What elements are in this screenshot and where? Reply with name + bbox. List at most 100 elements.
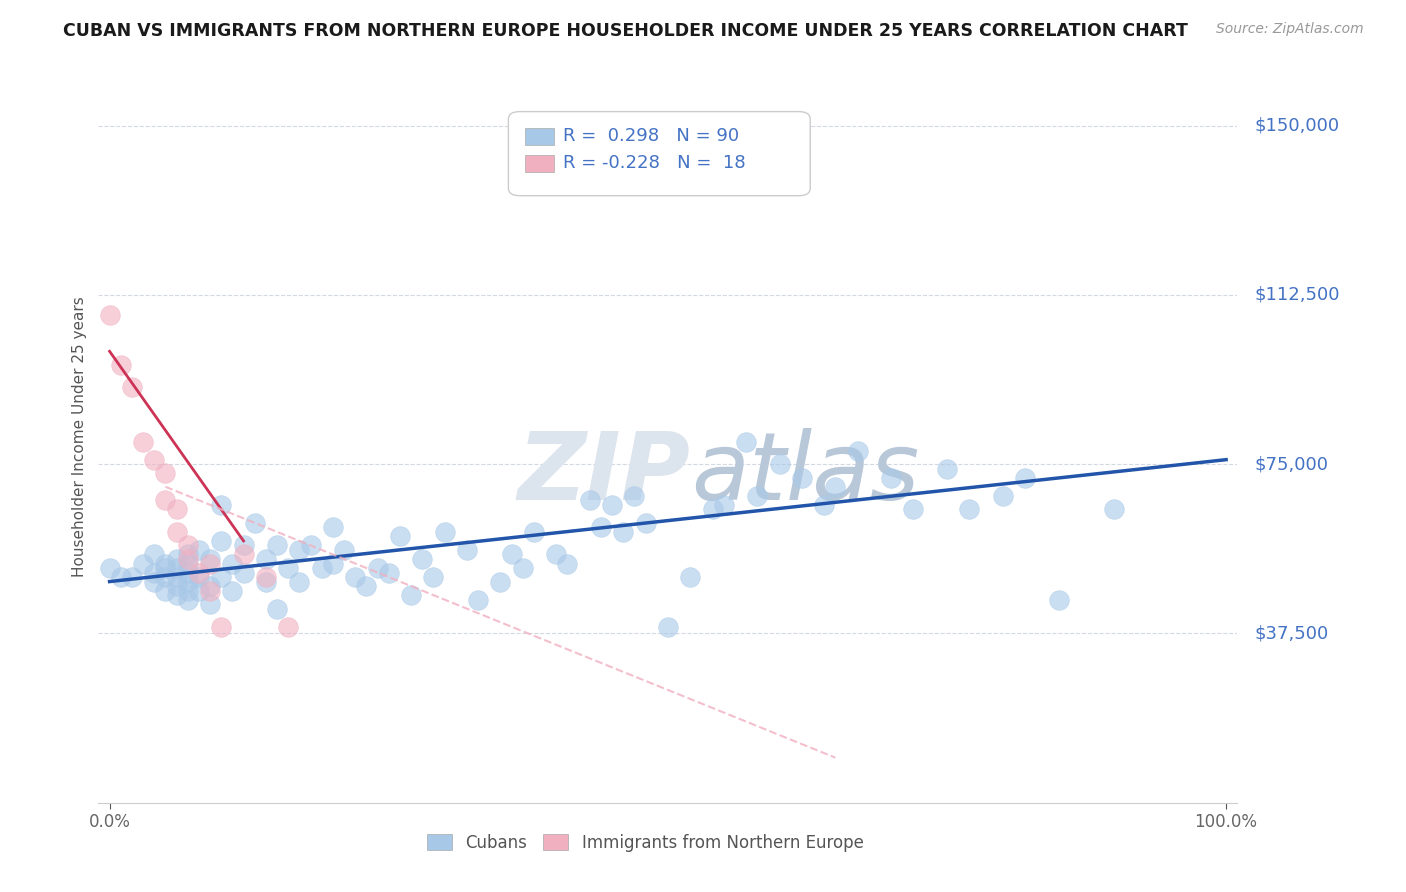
Point [489, 574, 512, 589]
Point [177, 538, 200, 552]
Point [232, 538, 254, 552]
Point [254, 570, 277, 584]
Point [501, 548, 523, 562]
Point [288, 574, 311, 589]
Text: R =  0.298   N = 90: R = 0.298 N = 90 [562, 127, 740, 145]
Point [344, 570, 367, 584]
Point [702, 502, 724, 516]
Point [98, 308, 121, 322]
Point [166, 570, 188, 584]
Point [388, 529, 411, 543]
Point [166, 502, 188, 516]
Point [523, 524, 546, 539]
Point [623, 489, 645, 503]
Point [243, 516, 266, 530]
Point [221, 557, 243, 571]
Point [155, 557, 177, 571]
Point [1014, 471, 1036, 485]
Point [589, 520, 612, 534]
Point [266, 601, 288, 615]
Text: R = -0.228   N =  18: R = -0.228 N = 18 [562, 153, 745, 172]
Legend: Cubans, Immigrants from Northern Europe: Cubans, Immigrants from Northern Europe [418, 826, 872, 860]
Text: $112,500: $112,500 [1254, 285, 1340, 304]
Point [254, 574, 277, 589]
Point [277, 561, 299, 575]
Point [110, 358, 132, 372]
Point [209, 498, 232, 512]
Point [288, 543, 311, 558]
Point [399, 588, 422, 602]
Point [456, 543, 478, 558]
Bar [526, 155, 554, 171]
Point [546, 548, 568, 562]
Point [936, 461, 959, 475]
Point [634, 516, 657, 530]
Point [177, 592, 200, 607]
Point [880, 471, 903, 485]
Bar [526, 128, 554, 145]
Point [132, 557, 155, 571]
Point [98, 561, 121, 575]
Point [198, 557, 221, 571]
Text: Source: ZipAtlas.com: Source: ZipAtlas.com [1216, 22, 1364, 37]
Point [377, 566, 399, 580]
Text: $150,000: $150,000 [1254, 117, 1340, 135]
Point [143, 452, 166, 467]
Point [143, 574, 166, 589]
Text: atlas: atlas [690, 428, 920, 519]
Point [679, 570, 702, 584]
Point [198, 552, 221, 566]
Point [790, 471, 813, 485]
Point [177, 552, 200, 566]
Point [1104, 502, 1126, 516]
Point [166, 561, 188, 575]
Point [433, 524, 456, 539]
Point [322, 557, 344, 571]
Text: $37,500: $37,500 [1254, 624, 1329, 642]
Point [143, 566, 166, 580]
Point [121, 570, 143, 584]
Point [166, 579, 188, 593]
Point [277, 620, 299, 634]
Point [422, 570, 444, 584]
Point [232, 566, 254, 580]
Point [254, 552, 277, 566]
Point [557, 557, 579, 571]
Point [299, 538, 322, 552]
Point [813, 498, 835, 512]
Point [155, 493, 177, 508]
Point [209, 570, 232, 584]
Point [177, 548, 200, 562]
Point [356, 579, 378, 593]
Point [155, 466, 177, 480]
Point [713, 498, 735, 512]
Point [155, 570, 177, 584]
Point [824, 480, 846, 494]
Point [1047, 592, 1070, 607]
Point [209, 533, 232, 548]
Point [177, 574, 200, 589]
Point [657, 620, 679, 634]
Point [735, 434, 758, 449]
Point [747, 489, 769, 503]
Point [155, 583, 177, 598]
Point [957, 502, 980, 516]
Point [198, 579, 221, 593]
Point [846, 443, 869, 458]
Point [187, 570, 209, 584]
Point [578, 493, 600, 508]
Point [177, 557, 200, 571]
Text: ZIP: ZIP [517, 427, 690, 520]
Point [232, 548, 254, 562]
Point [177, 566, 200, 580]
Point [143, 548, 166, 562]
Point [155, 561, 177, 575]
Point [411, 552, 433, 566]
Point [768, 457, 790, 471]
Y-axis label: Householder Income Under 25 years: Householder Income Under 25 years [72, 297, 87, 577]
Point [166, 552, 188, 566]
Text: $75,000: $75,000 [1254, 455, 1329, 473]
Point [612, 524, 634, 539]
Point [198, 583, 221, 598]
Point [187, 583, 209, 598]
